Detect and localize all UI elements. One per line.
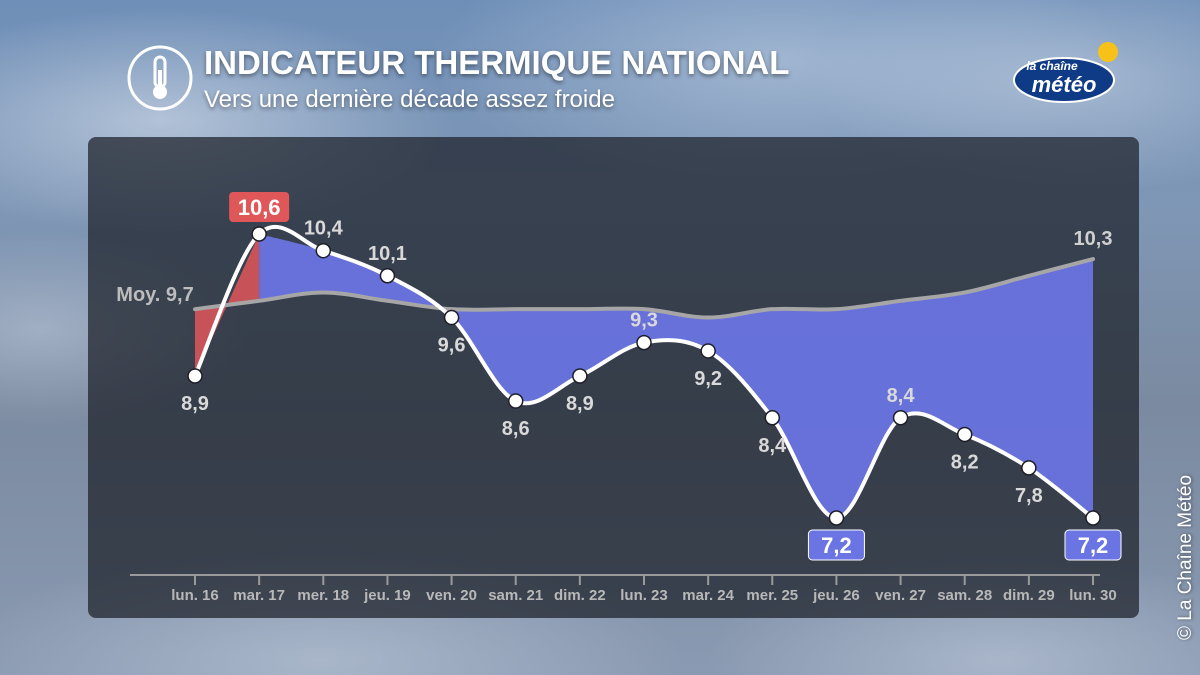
- average-end-label: 10,3: [1074, 228, 1113, 250]
- data-point: [572, 368, 588, 384]
- x-tick-label: lun. 16: [171, 587, 219, 604]
- x-tick-label: lun. 30: [1069, 587, 1117, 604]
- min-value-label: 7,2: [1078, 533, 1109, 558]
- copyright-credit: © La Chaîne Météo: [1175, 474, 1196, 640]
- data-point: [251, 226, 267, 242]
- data-point: [1021, 460, 1037, 476]
- min-value-badge: [807, 529, 865, 561]
- data-label: 8,9: [181, 393, 209, 415]
- data-label: 9,2: [694, 368, 722, 390]
- min-value-label: 7,2: [821, 533, 852, 558]
- data-point: [507, 393, 524, 409]
- logo-line1: la chaîne: [1026, 59, 1078, 73]
- page-title: INDICATEUR THERMIQUE NATIONAL: [204, 44, 790, 81]
- x-tick-label: jeu. 26: [812, 587, 860, 604]
- max-value-label: 10,6: [238, 195, 281, 220]
- page-subtitle: Vers une dernière décade assez froide: [204, 86, 615, 113]
- x-tick-label: mar. 24: [682, 587, 734, 604]
- la-chaine-meteo-logo: la chaîne météo: [1013, 42, 1118, 103]
- average-line: [193, 257, 1095, 320]
- data-point: [443, 309, 460, 326]
- data-point: [1085, 510, 1101, 526]
- data-point: [700, 343, 716, 359]
- thermometer-icon: [127, 45, 193, 111]
- data-point: [828, 510, 845, 526]
- x-tick-label: mer. 25: [746, 587, 798, 604]
- data-label: 10,1: [368, 243, 407, 265]
- x-tick-label: mar. 17: [233, 587, 285, 604]
- x-tick-label: sam. 21: [488, 587, 543, 604]
- x-tick-label: ven. 20: [426, 587, 477, 604]
- data-label: 8,9: [566, 393, 594, 415]
- data-label: 9,6: [438, 335, 466, 357]
- data-point: [636, 334, 652, 351]
- max-value-badge: [229, 192, 290, 222]
- data-label: 7,8: [1015, 485, 1043, 507]
- data-label: 9,3: [630, 310, 658, 332]
- x-tick-label: jeu. 19: [363, 587, 411, 604]
- x-tick-label: mer. 18: [297, 587, 349, 604]
- x-tick-label: lun. 23: [620, 587, 668, 604]
- x-tick-label: sam. 28: [937, 587, 992, 604]
- x-tick-label: ven. 27: [875, 587, 926, 604]
- data-point: [187, 368, 203, 384]
- average-start-label: Moy. 9,7: [116, 284, 193, 306]
- data-point: [956, 426, 973, 443]
- x-tick-label: dim. 22: [554, 587, 606, 604]
- data-point: [892, 410, 909, 426]
- x-tick-label: dim. 29: [1003, 587, 1055, 604]
- data-label: 8,4: [887, 385, 916, 407]
- logo-line2: météo: [1032, 72, 1097, 97]
- data-label: 8,2: [951, 451, 979, 473]
- data-point: [315, 242, 332, 259]
- min-value-badge: [1064, 529, 1122, 561]
- data-point: [379, 268, 396, 284]
- data-label: 8,4: [758, 435, 787, 457]
- data-label: 8,6: [502, 418, 530, 440]
- data-point: [764, 410, 781, 426]
- data-label: 10,4: [304, 218, 344, 240]
